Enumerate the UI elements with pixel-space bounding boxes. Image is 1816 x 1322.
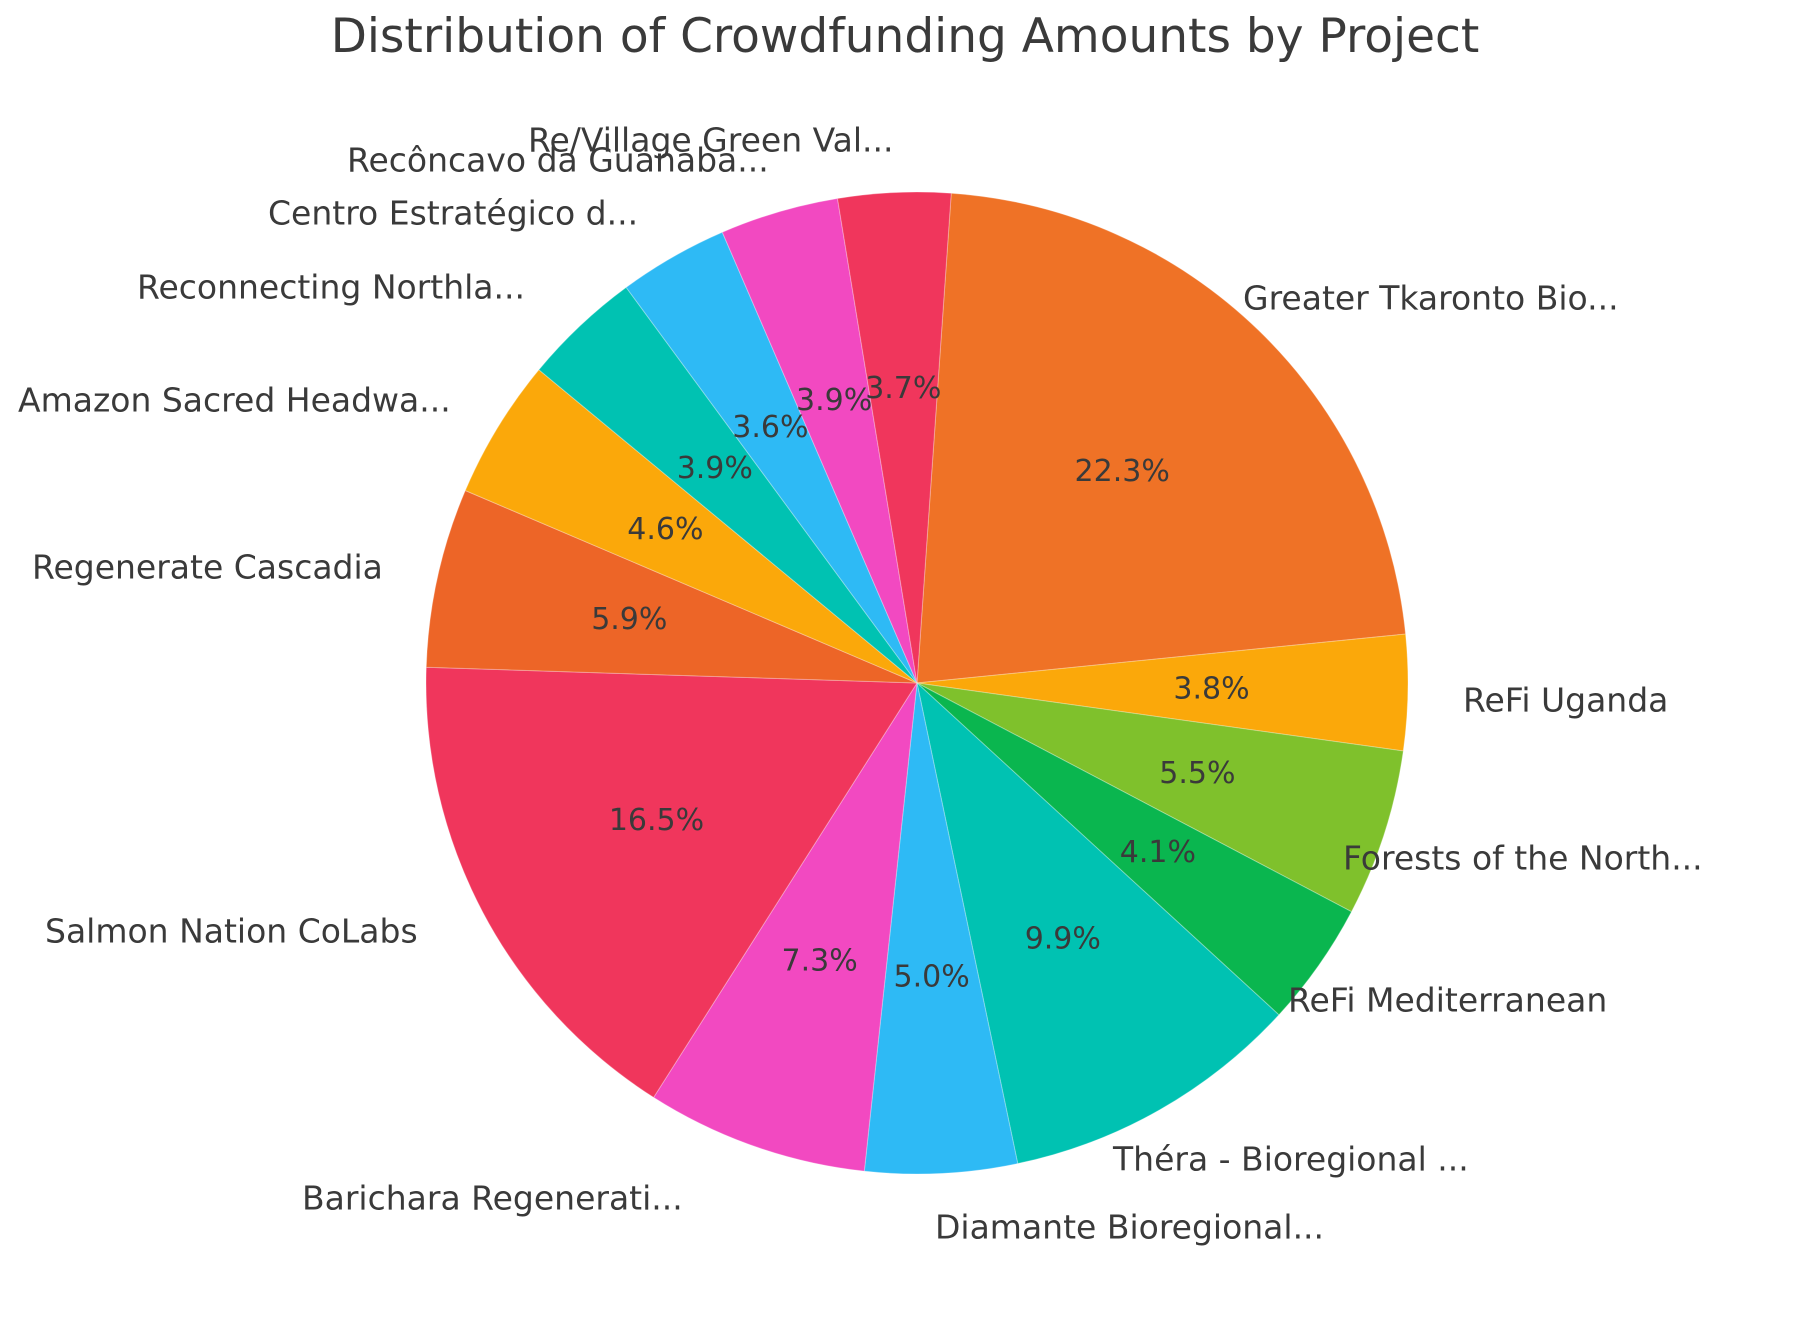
- pie-slice-9: [464, 369, 918, 684]
- chart-title: Distribution of Crowdfunding Amounts by …: [331, 9, 1480, 64]
- pie-slice-shape: [425, 490, 918, 684]
- pie-slice-13: [836, 191, 952, 684]
- pie-slice-label: Forests of the North...: [1343, 839, 1703, 878]
- pie-slice-6: [653, 682, 918, 1172]
- pie-slice-label: Centro Estratégico d...: [268, 194, 638, 233]
- pie-slice-shape: [653, 682, 918, 1172]
- pie-slice-0: [916, 192, 1407, 684]
- pie-slice-shape: [916, 192, 1407, 684]
- pie-slice-3: [916, 682, 1352, 1016]
- pie-slice-label: Reconnecting Northla...: [137, 268, 525, 307]
- pie-slice-shape: [916, 682, 1280, 1165]
- pie-slice-label: Salmon Nation CoLabs: [45, 912, 418, 951]
- pie-pct-label: 5.5%: [1159, 756, 1235, 791]
- pie-pct-label: 3.9%: [677, 451, 753, 486]
- pie-slice-shape: [916, 682, 1352, 1016]
- pie-pct-label: 3.9%: [796, 383, 872, 418]
- pie-slice-label: Recôncavo da Guanaba...: [347, 141, 769, 180]
- pie-slice-7: [425, 666, 918, 1098]
- pie-pct-label: 22.3%: [1075, 454, 1170, 489]
- pie-pct-label: 5.9%: [591, 602, 667, 637]
- pie-slice-10: [538, 286, 918, 684]
- pie-slice-4: [916, 682, 1280, 1165]
- pie-labels-group: 22.3% Greater Tkaronto Bio... 3.8% ReFi Uga…: [18, 121, 1703, 1247]
- pie-slice-label: ReFi Uganda: [1463, 681, 1668, 720]
- pie-slice-shape: [721, 197, 918, 684]
- pie-slice-12: [721, 197, 918, 684]
- pie-slice-label: Diamante Bioregional...: [935, 1208, 1324, 1247]
- pie-slice-shape: [538, 286, 918, 684]
- pie-pct-label: 4.1%: [1120, 835, 1196, 870]
- pie-pct-label: 3.8%: [1173, 671, 1249, 706]
- pie-slice-shape: [916, 633, 1409, 752]
- pie-pct-label: 5.0%: [893, 960, 969, 995]
- pie-slice-label: ReFi Mediterranean: [1288, 981, 1607, 1020]
- pie-slice-5: [863, 682, 1019, 1175]
- pie-slice-2: [916, 682, 1404, 913]
- pie-slice-label: Regenerate Cascadia: [32, 548, 383, 587]
- pie-pct-label: 7.3%: [781, 944, 857, 979]
- pie-slice-shape: [863, 682, 1019, 1175]
- pie-slice-label: Re/Village Green Val...: [528, 121, 893, 160]
- pie-slice-label: Amazon Sacred Headwa...: [18, 381, 451, 420]
- pie-slice-shape: [425, 666, 918, 1098]
- pie-slices-group: [425, 191, 1409, 1175]
- pie-pct-label: 3.7%: [865, 371, 941, 406]
- pie-slice-8: [425, 490, 918, 684]
- pie-pct-label: 4.6%: [627, 512, 703, 547]
- pie-slice-label: Greater Tkaronto Bio...: [1243, 279, 1619, 318]
- pie-slice-1: [916, 633, 1409, 752]
- pie-pct-label: 9.9%: [1025, 922, 1101, 957]
- pie-slice-label: Barichara Regenerati...: [302, 1179, 683, 1218]
- pie-pct-label: 3.6%: [732, 410, 808, 445]
- pie-slice-shape: [625, 231, 918, 684]
- pie-pct-label: 16.5%: [609, 803, 704, 838]
- pie-slice-11: [625, 231, 918, 684]
- pie-slice-label: Théra - Bioregional ...: [1112, 1140, 1469, 1179]
- pie-slice-shape: [464, 369, 918, 684]
- pie-slice-shape: [916, 682, 1404, 913]
- pie-slice-shape: [836, 191, 952, 684]
